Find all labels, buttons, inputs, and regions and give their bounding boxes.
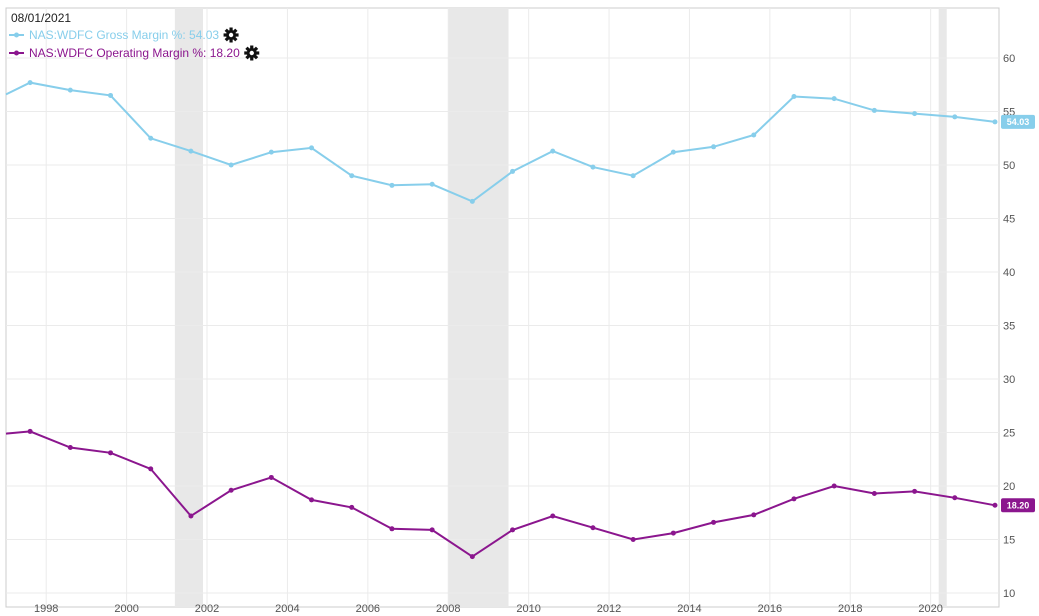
y-tick-label: 45 — [1003, 214, 1015, 226]
x-tick-label: 2006 — [356, 603, 380, 615]
x-tick-label: 2002 — [195, 603, 219, 615]
x-tick-label: 2012 — [597, 603, 621, 615]
data-point — [268, 149, 274, 155]
x-tick-label: 2016 — [758, 603, 782, 615]
gear-icon[interactable] — [244, 45, 260, 61]
x-tick-label: 2008 — [436, 603, 460, 615]
end-value-badge-text: 18.20 — [1007, 500, 1030, 510]
data-point — [510, 527, 516, 533]
data-point — [992, 119, 998, 125]
data-point — [469, 198, 475, 204]
data-point — [228, 487, 234, 493]
data-point — [67, 444, 73, 450]
recession-band — [448, 8, 509, 607]
end-value-badge — [1001, 498, 1035, 513]
data-point — [108, 92, 114, 98]
data-point — [630, 537, 636, 542]
data-point — [630, 173, 636, 179]
x-tick-label: 2004 — [275, 603, 299, 615]
data-point — [148, 135, 154, 141]
data-point — [429, 527, 435, 533]
data-point — [429, 181, 435, 187]
legend-label: NAS:WDFC Operating Margin %: 18.20 — [29, 46, 240, 60]
x-tick-label: 2020 — [918, 603, 942, 615]
date-label: 08/01/2021 — [11, 11, 71, 25]
legend: NAS:WDFC Gross Margin %: 54.03 NAS:WDFC O… — [9, 27, 260, 61]
data-point — [670, 530, 676, 536]
data-point — [831, 483, 837, 489]
recession-band — [938, 8, 947, 607]
data-point — [831, 96, 837, 102]
data-point — [389, 182, 395, 188]
data-point — [550, 148, 556, 154]
data-point — [952, 495, 958, 501]
x-tick-label: 2018 — [838, 603, 862, 615]
data-point — [349, 504, 355, 510]
y-tick-label: 50 — [1003, 160, 1015, 172]
data-point — [188, 148, 194, 154]
data-point — [148, 466, 154, 472]
legend-label: NAS:WDFC Gross Margin %: 54.03 — [29, 28, 219, 42]
y-tick-label: 15 — [1003, 535, 1015, 547]
x-tick-label: 1998 — [34, 603, 58, 615]
data-point — [309, 145, 315, 151]
y-tick-label: 25 — [1003, 428, 1015, 440]
y-tick-label: 40 — [1003, 267, 1015, 279]
data-point — [952, 114, 958, 120]
data-point — [751, 132, 757, 138]
legend-swatch-dot — [14, 50, 19, 56]
end-value-badge-text: 54.03 — [1007, 117, 1030, 127]
x-tick-label: 2014 — [677, 603, 701, 615]
data-point — [711, 519, 717, 525]
data-point — [67, 87, 73, 93]
y-tick-label: 60 — [1003, 53, 1015, 65]
y-tick-label: 10 — [1003, 588, 1015, 600]
data-point — [228, 162, 234, 168]
data-point — [711, 144, 717, 150]
data-point — [349, 173, 355, 179]
gear-icon[interactable] — [223, 27, 239, 43]
x-tick-label: 2010 — [516, 603, 540, 615]
data-point — [992, 502, 998, 508]
series-lines — [5, 80, 998, 560]
gridlines — [6, 8, 999, 607]
data-point — [268, 474, 274, 480]
data-point — [590, 164, 596, 170]
series-line-gross-margin — [5, 81, 996, 203]
recession-bands — [174, 8, 947, 607]
y-tick-label: 35 — [1003, 321, 1015, 333]
y-tick-label: 20 — [1003, 481, 1015, 493]
data-point — [670, 149, 676, 155]
data-point — [550, 513, 556, 519]
end-value-badge — [1001, 114, 1035, 129]
end-value-badges: 54.03 18.20 — [1001, 114, 1035, 513]
data-point — [389, 526, 395, 532]
data-point — [912, 111, 918, 117]
legend-swatch-dot — [14, 32, 19, 38]
data-point — [590, 525, 596, 531]
data-point — [188, 513, 194, 519]
data-point — [871, 107, 877, 113]
data-point — [791, 94, 797, 100]
data-point — [27, 428, 33, 434]
data-point — [469, 554, 475, 560]
x-tick-label: 2000 — [114, 603, 138, 615]
data-point — [791, 496, 797, 502]
data-point — [510, 168, 516, 174]
y-tick-label: 30 — [1003, 374, 1015, 386]
data-point — [27, 80, 33, 86]
data-point — [912, 488, 918, 494]
series-line-operating-margin — [5, 430, 996, 558]
data-point — [751, 512, 757, 518]
x-axis-ticks: 1998 2000 2002 2004 2006 2008 2010 2012 2014 2016… — [34, 603, 943, 615]
data-point — [108, 450, 114, 456]
data-point — [309, 497, 315, 503]
data-point — [871, 490, 877, 496]
recession-band — [174, 8, 203, 607]
